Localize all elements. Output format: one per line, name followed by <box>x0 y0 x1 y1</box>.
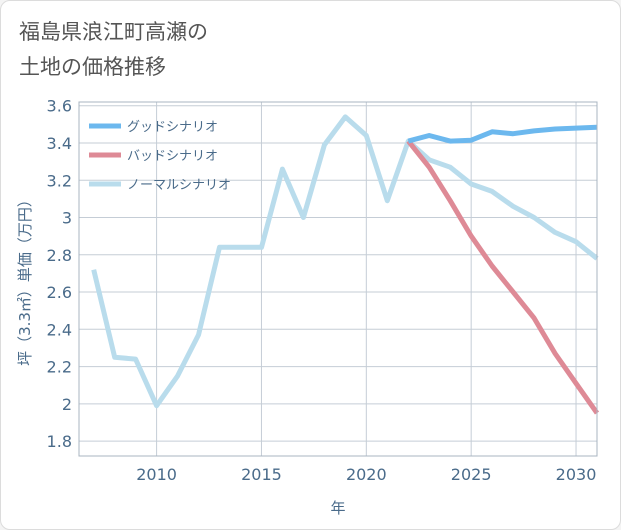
x-tick-label: 2025 <box>451 465 492 484</box>
x-tick-label: 2015 <box>241 465 282 484</box>
y-tick-label: 2 <box>62 395 72 414</box>
y-tick-label: 3.6 <box>47 97 72 116</box>
y-tick-label: 2.2 <box>47 358 72 377</box>
series-line-3 <box>91 114 599 409</box>
y-tick-label: 2.6 <box>47 283 72 302</box>
y-tick-label: 1.8 <box>47 432 72 451</box>
y-tick-label: 3 <box>62 209 72 228</box>
x-axis-label: 年 <box>330 499 345 517</box>
y-tick-label: 3.4 <box>47 134 72 153</box>
y-tick-label: 2.8 <box>47 246 72 265</box>
x-tick-label: 2030 <box>556 465 597 484</box>
series-lines <box>91 114 600 415</box>
chart-title: 福島県浪江町高瀬の 土地の価格推移 <box>19 15 208 85</box>
legend-label: バッドシナリオ <box>127 149 218 164</box>
x-axis-ticks: 2010 2015 2020 2025 2030 <box>136 465 596 484</box>
series-line-1 <box>407 124 598 144</box>
y-axis-label: 坪（3.3㎡）単価（万円） <box>16 192 34 366</box>
x-tick-label: 2020 <box>346 465 387 484</box>
x-tick-label: 2010 <box>136 465 177 484</box>
y-tick-label: 3.2 <box>47 171 72 190</box>
series-line-2 <box>406 139 600 415</box>
grid-lines <box>79 102 597 456</box>
legend-label: グッドシナリオ <box>127 120 218 135</box>
chart-title-line-1: 福島県浪江町高瀬の <box>19 20 208 44</box>
chart-title-line-2: 土地の価格推移 <box>19 55 166 79</box>
y-tick-label: 2.4 <box>47 320 72 339</box>
legend-label: ノーマルシナリオ <box>127 178 231 193</box>
y-axis-ticks: 1.8 2 2.2 2.4 2.6 2.8 3 3.2 3.4 3.6 <box>47 97 72 451</box>
plot-area-border <box>78 101 598 457</box>
